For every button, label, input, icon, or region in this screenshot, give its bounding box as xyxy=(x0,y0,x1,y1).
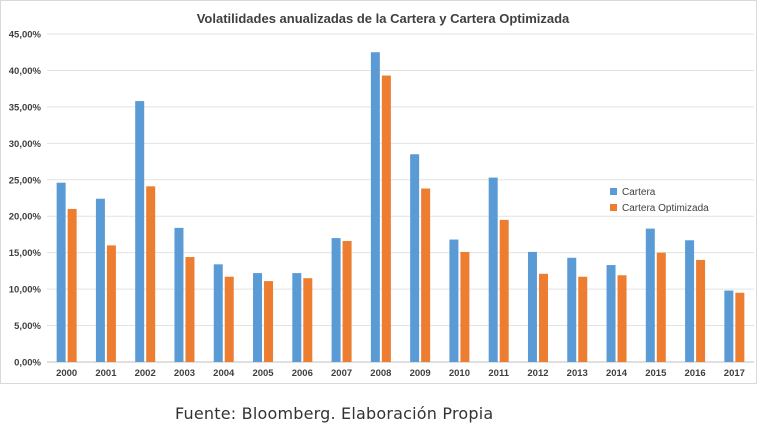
legend-label-cartera-optimizada: Cartera Optimizada xyxy=(622,203,709,214)
x-tick-label: 2007 xyxy=(331,368,352,379)
bar-cartera-optimizada-2012 xyxy=(538,273,548,362)
y-axis-tick-labels: 0,00% 5,00% 10,00% 15,00% 20,00% 25,00% 30,00%… xyxy=(9,30,42,369)
bar-cartera-optimizada-2001 xyxy=(106,245,116,362)
x-tick-label: 2014 xyxy=(606,368,628,379)
source-note: Fuente: Bloomberg. Elaboración Propia xyxy=(175,404,494,423)
chart-title: Volatilidades anualizadas de la Cartera … xyxy=(197,11,570,26)
y-tick-label: 0,00% xyxy=(14,358,41,369)
y-tick-label: 25,00% xyxy=(9,175,42,186)
y-tick-label: 20,00% xyxy=(9,212,42,223)
x-tick-label: 2013 xyxy=(567,368,588,379)
bar-cartera-optimizada-2002 xyxy=(146,186,156,362)
legend: Cartera Cartera Optimizada xyxy=(610,187,709,214)
y-tick-label: 30,00% xyxy=(9,139,42,150)
legend-swatch-cartera-optimizada xyxy=(610,204,617,211)
bar-cartera-optimizada-2004 xyxy=(224,276,234,362)
bar-cartera-2008 xyxy=(370,52,380,362)
x-axis-tick-labels: 2000 2001 2002 2003 2004 2005 2006 2007 2008 2009… xyxy=(56,368,745,379)
y-tick-label: 15,00% xyxy=(9,248,42,259)
bar-cartera-2017 xyxy=(724,290,734,362)
bar-cartera-2001 xyxy=(95,198,105,362)
x-tick-label: 2004 xyxy=(213,368,235,379)
y-tick-label: 45,00% xyxy=(9,30,42,41)
chart-frame: Volatilidades anualizadas de la Cartera … xyxy=(0,0,757,384)
x-tick-label: 2002 xyxy=(135,368,156,379)
bar-cartera-optimizada-2003 xyxy=(185,257,195,362)
y-tick-label: 10,00% xyxy=(9,285,42,296)
bar-cartera-optimizada-2017 xyxy=(735,292,745,362)
bar-cartera-optimizada-2007 xyxy=(342,241,352,362)
x-tick-label: 2017 xyxy=(724,368,745,379)
x-tick-label: 2012 xyxy=(527,368,548,379)
bar-cartera-2005 xyxy=(253,273,263,362)
bar-cartera-optimizada-2006 xyxy=(303,278,313,362)
x-tick-label: 2008 xyxy=(370,368,391,379)
bar-cartera-optimizada-2011 xyxy=(499,219,509,362)
bar-cartera-2016 xyxy=(685,240,695,362)
y-tick-label: 35,00% xyxy=(9,102,42,113)
x-tick-label: 2010 xyxy=(449,368,470,379)
bar-cartera-2000 xyxy=(56,182,66,362)
bar-cartera-2013 xyxy=(567,257,577,362)
x-tick-label: 2006 xyxy=(292,368,313,379)
bar-cartera-2002 xyxy=(135,101,145,363)
bar-cartera-optimizada-2009 xyxy=(421,188,431,362)
x-tick-label: 2015 xyxy=(645,368,667,379)
y-tick-label: 40,00% xyxy=(9,66,42,77)
bar-cartera-optimizada-2014 xyxy=(617,275,627,362)
bar-cartera-2009 xyxy=(410,154,420,362)
legend-label-cartera: Cartera xyxy=(622,187,656,198)
x-tick-label: 2009 xyxy=(410,368,431,379)
legend-swatch-cartera xyxy=(610,188,617,195)
bar-cartera-2015 xyxy=(645,228,655,362)
bar-cartera-2007 xyxy=(331,238,341,362)
x-tick-label: 2001 xyxy=(95,368,117,379)
bar-cartera-optimizada-2010 xyxy=(460,251,470,362)
bar-cartera-optimizada-2013 xyxy=(578,276,588,362)
volatility-bar-chart: Volatilidades anualizadas de la Cartera … xyxy=(9,11,754,379)
x-tick-label: 2011 xyxy=(488,368,509,379)
bar-cartera-2011 xyxy=(488,177,498,362)
bars xyxy=(56,52,745,363)
bar-cartera-optimizada-2005 xyxy=(264,281,274,362)
bar-cartera-2006 xyxy=(292,273,302,362)
bar-cartera-optimizada-2015 xyxy=(656,252,666,362)
bar-cartera-optimizada-2016 xyxy=(696,259,706,362)
x-tick-label: 2003 xyxy=(174,368,195,379)
bar-cartera-2010 xyxy=(449,239,459,362)
bar-cartera-optimizada-2000 xyxy=(67,208,77,362)
x-tick-label: 2005 xyxy=(252,368,274,379)
x-tick-label: 2000 xyxy=(56,368,77,379)
y-tick-label: 5,00% xyxy=(14,321,41,332)
bar-cartera-2012 xyxy=(527,251,537,362)
bar-cartera-2003 xyxy=(174,227,184,362)
bar-cartera-optimizada-2008 xyxy=(381,75,391,363)
grid-lines xyxy=(47,33,754,363)
bar-cartera-2004 xyxy=(213,264,223,362)
bar-cartera-2014 xyxy=(606,265,616,362)
x-tick-label: 2016 xyxy=(685,368,706,379)
